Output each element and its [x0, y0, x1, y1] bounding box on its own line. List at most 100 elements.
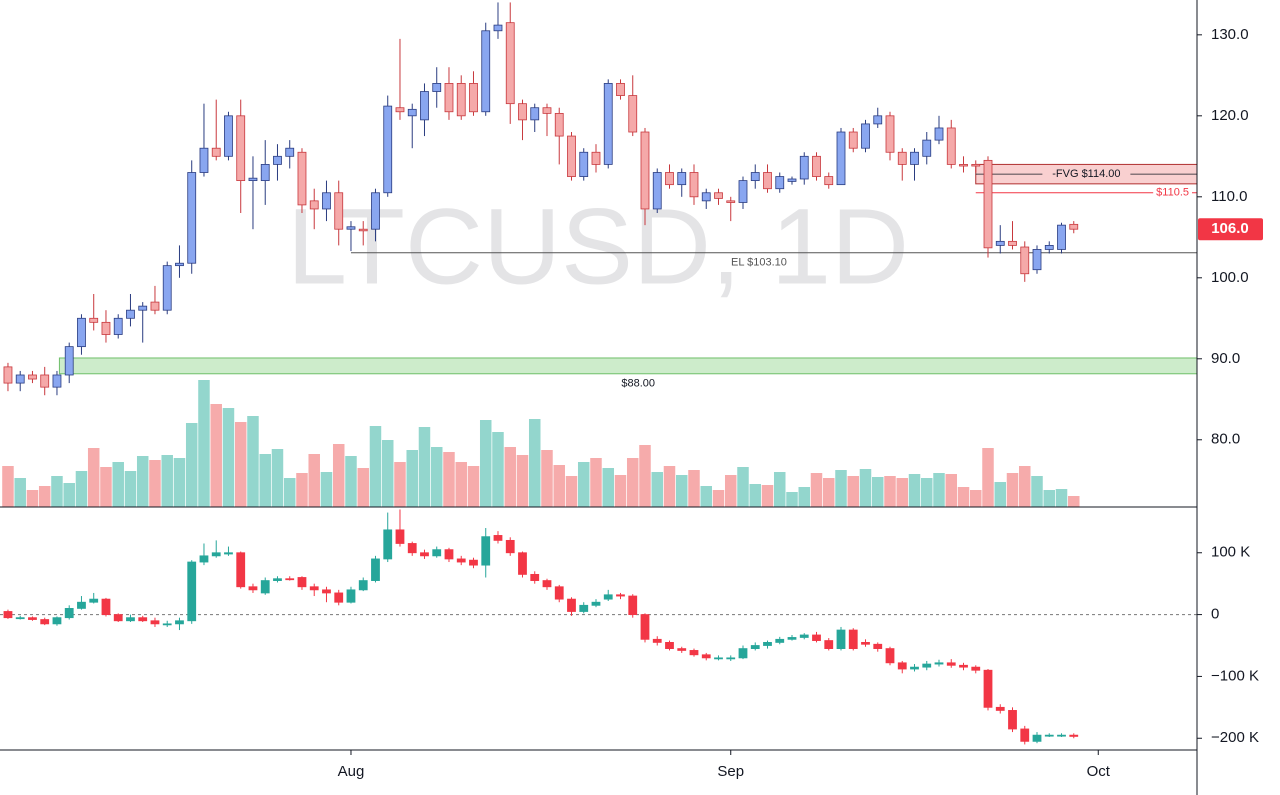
volume-bar [553, 465, 565, 507]
volume-bar [528, 419, 541, 507]
candle-body [432, 549, 442, 557]
y-tick-label: 100.0 [1211, 269, 1249, 286]
x-tick-label: Oct [1087, 763, 1111, 780]
candle-body [444, 549, 454, 560]
candle-body [28, 374, 37, 380]
candle-body [101, 321, 111, 335]
candle-body [971, 164, 981, 167]
plot: 80.0 90.0 100.0 110.0 120.0 130.0 -FVG $114.00… [0, 2, 1259, 780]
candle-body [714, 192, 723, 199]
candle-body [260, 580, 270, 594]
volume-bar [1068, 496, 1080, 507]
candle-body [89, 598, 99, 603]
candle-body [640, 614, 650, 640]
volume-bar [675, 475, 688, 507]
candle-body [456, 83, 466, 117]
candle-body [603, 83, 613, 165]
candle-body [1057, 224, 1066, 250]
candle-body [64, 608, 74, 619]
candle-body [15, 374, 25, 384]
volume-bar [933, 473, 945, 507]
candle-body [64, 346, 74, 376]
candle-body [101, 598, 111, 615]
candle-body [175, 262, 184, 267]
candle-body [885, 648, 895, 664]
candle-body [959, 164, 968, 167]
candle-body [469, 559, 478, 566]
candle-body [322, 192, 331, 210]
volume-bar [26, 490, 39, 507]
candle-body [273, 578, 282, 581]
candle-body [77, 317, 86, 348]
volume-bar [737, 467, 749, 507]
candle-body [1069, 223, 1079, 230]
volume-bar [1031, 476, 1043, 507]
last-price-tag [1198, 218, 1263, 241]
volume-bar [982, 448, 994, 507]
volume-bar [75, 471, 88, 507]
volume-bar [541, 450, 553, 507]
volume-bar [614, 475, 627, 507]
candle-body [836, 629, 846, 649]
volume-bar [724, 475, 737, 507]
candle-body [750, 172, 760, 182]
candle-body [1069, 734, 1079, 737]
candle-body [628, 95, 638, 133]
candle-body [248, 586, 258, 591]
candle-body [738, 648, 748, 659]
candle-body [3, 366, 13, 384]
volume-bar [406, 450, 418, 507]
candle-body [1008, 240, 1017, 246]
candle-body [395, 107, 405, 113]
candle-body [726, 200, 736, 203]
candle-body [1020, 728, 1030, 742]
candle-body [138, 617, 148, 622]
volume-bar [296, 473, 308, 507]
candle-body [689, 650, 699, 656]
candle-body [983, 159, 993, 249]
candle-body [897, 662, 907, 670]
candle-body [334, 592, 344, 603]
candle-body [383, 105, 393, 194]
volume-bar [516, 455, 529, 507]
candle-body [799, 155, 809, 180]
volume-bar [626, 458, 639, 507]
candle-body [211, 147, 221, 157]
candle-body [775, 638, 785, 643]
level-label-bg [1153, 186, 1192, 199]
candle-body [113, 317, 123, 335]
candle-body [407, 108, 417, 117]
volume-bar [786, 492, 798, 507]
volume-bar [161, 455, 173, 507]
volume-bar [761, 485, 774, 507]
candle-body [579, 151, 589, 177]
candle-body [897, 151, 907, 165]
candle-body [946, 127, 956, 165]
candle-body [603, 594, 613, 600]
candle-body [824, 640, 834, 649]
candle-body [1032, 734, 1042, 742]
volume-bar [884, 476, 896, 507]
volume-bar [688, 470, 700, 507]
candle-body [505, 22, 515, 105]
candle-body [665, 642, 674, 649]
y-tick-label: −200 K [1211, 729, 1259, 746]
candle-body [983, 669, 993, 708]
volume-bar [247, 416, 259, 507]
candle-body [1032, 249, 1042, 271]
volume-bar [896, 478, 909, 507]
zone-label: $88.00 [621, 378, 655, 390]
candle-body [995, 706, 1005, 711]
candle-body [236, 552, 246, 588]
y-tick-label: 130.0 [1211, 26, 1249, 43]
candle-body [150, 301, 160, 311]
y-tick-label: 0 [1211, 606, 1219, 623]
candle-body [346, 226, 356, 230]
candle-body [934, 662, 944, 665]
volume-bar [136, 456, 149, 507]
zone [58, 357, 1198, 375]
candle-body [701, 654, 711, 659]
candle-body [542, 580, 552, 588]
candle-body [677, 648, 687, 651]
candle-body [420, 91, 429, 121]
